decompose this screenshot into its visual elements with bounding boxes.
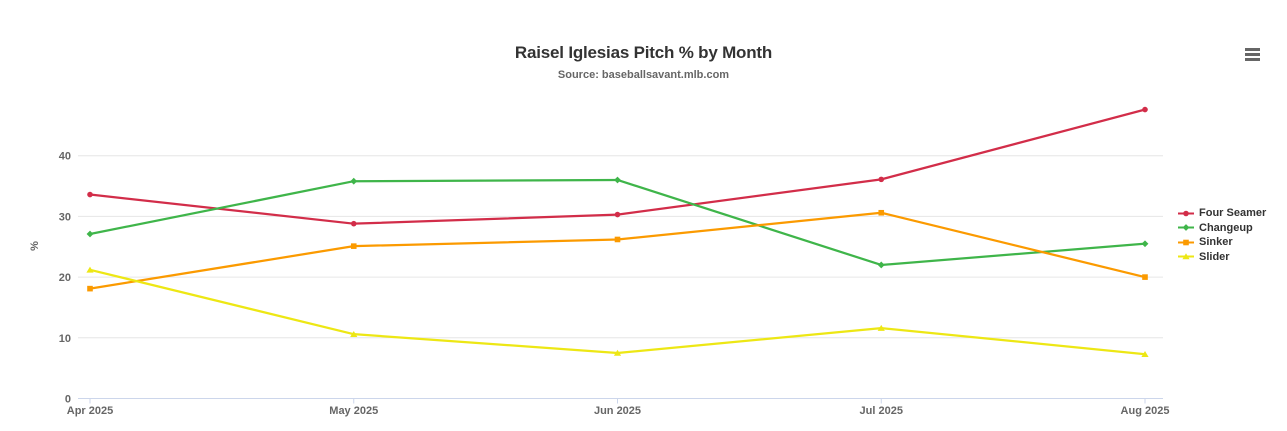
- y-axis: 0 10 20 30 40%: [29, 151, 71, 406]
- hamburger-bar: [1245, 47, 1260, 51]
- x-tick-label: May 2025: [329, 405, 378, 417]
- x-tick-label: Jun 2025: [594, 405, 641, 417]
- legend-item-four-seamer[interactable]: Four Seamer: [1178, 206, 1266, 221]
- gridlines: [78, 155, 1163, 399]
- y-axis-title: %: [29, 241, 41, 251]
- legend-marker-icon: [1178, 253, 1194, 260]
- x-axis: Apr 2025 May 2025 Jun 2025 Jul 2025 Aug 2025: [67, 398, 1170, 417]
- legend-label: Changeup: [1199, 221, 1253, 234]
- legend-item-sinker[interactable]: Sinker: [1178, 235, 1266, 250]
- legend: Four Seamer Changeup Sinker Slider: [1178, 206, 1266, 264]
- y-tick-label: 30: [59, 211, 71, 223]
- x-tick-label: Jul 2025: [860, 405, 903, 417]
- y-tick-label: 20: [59, 272, 71, 284]
- y-tick-label: 0: [65, 394, 71, 406]
- legend-item-changeup[interactable]: Changeup: [1178, 221, 1266, 236]
- legend-label: Sinker: [1199, 236, 1233, 249]
- x-tick-label: Aug 2025: [1121, 405, 1170, 417]
- legend-label: Slider: [1199, 250, 1230, 263]
- legend-marker-icon: [1178, 210, 1194, 217]
- hamburger-bar: [1245, 57, 1260, 61]
- legend-marker-icon: [1178, 224, 1194, 232]
- series-four-seamer[interactable]: [87, 106, 1148, 227]
- hamburger-menu-icon[interactable]: [1242, 44, 1264, 64]
- x-tick-label: Apr 2025: [67, 405, 113, 417]
- series-changeup[interactable]: [86, 176, 1149, 269]
- series-sinker[interactable]: [87, 209, 1148, 292]
- y-tick-label: 40: [59, 151, 71, 163]
- chart-title: Raisel Iglesias Pitch % by Month: [514, 43, 773, 62]
- legend-marker-icon: [1178, 239, 1194, 246]
- legend-item-slider[interactable]: Slider: [1178, 250, 1266, 265]
- series-slider[interactable]: [86, 266, 1149, 357]
- y-tick-label: 10: [59, 333, 71, 345]
- chart-subtitle: Source: baseballsavant.mlb.com: [557, 69, 730, 81]
- hamburger-bar: [1245, 52, 1260, 56]
- legend-label: Four Seamer: [1199, 207, 1267, 220]
